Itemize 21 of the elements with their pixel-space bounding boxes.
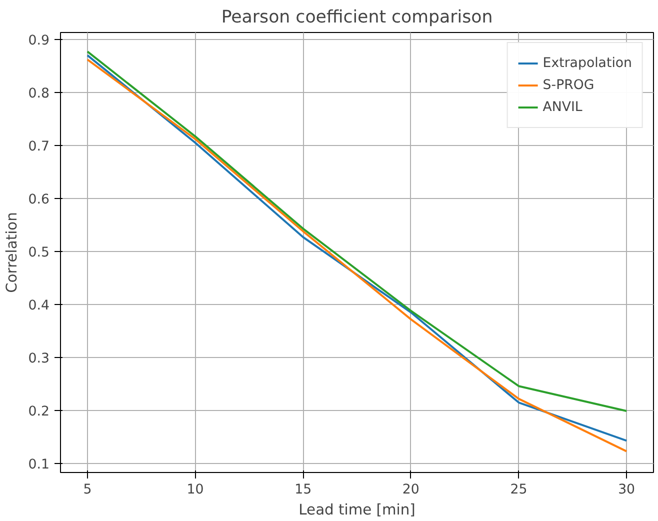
x-tick-label: 30	[618, 482, 636, 498]
y-axis-title: Correlation	[3, 212, 20, 293]
x-axis-title: Lead time [min]	[298, 502, 416, 518]
y-tick-label: 0.3	[28, 351, 50, 366]
y-tick-label: 0.8	[28, 86, 50, 102]
y-tick-label: 0.6	[28, 192, 50, 208]
x-tick-label: 20	[402, 482, 420, 498]
x-tick-label: 25	[510, 482, 528, 498]
y-tick-label: 0.1	[28, 457, 50, 472]
legend-label: S-PROG	[542, 78, 594, 92]
y-tick-label: 0.2	[28, 404, 50, 420]
y-tick-label: 0.5	[28, 245, 50, 260]
legend-label: ANVIL	[542, 100, 582, 114]
y-tick-label: 0.9	[28, 33, 50, 48]
chart-title: Pearson coefficient comparison	[221, 8, 493, 28]
y-tick-label: 0.4	[28, 298, 50, 314]
x-tick-label: 5	[83, 482, 92, 498]
legend-label: Extrapolation	[542, 56, 632, 70]
y-tick-label: 0.7	[28, 139, 50, 154]
x-tick-label: 15	[294, 482, 312, 498]
x-tick-label: 10	[186, 482, 204, 498]
